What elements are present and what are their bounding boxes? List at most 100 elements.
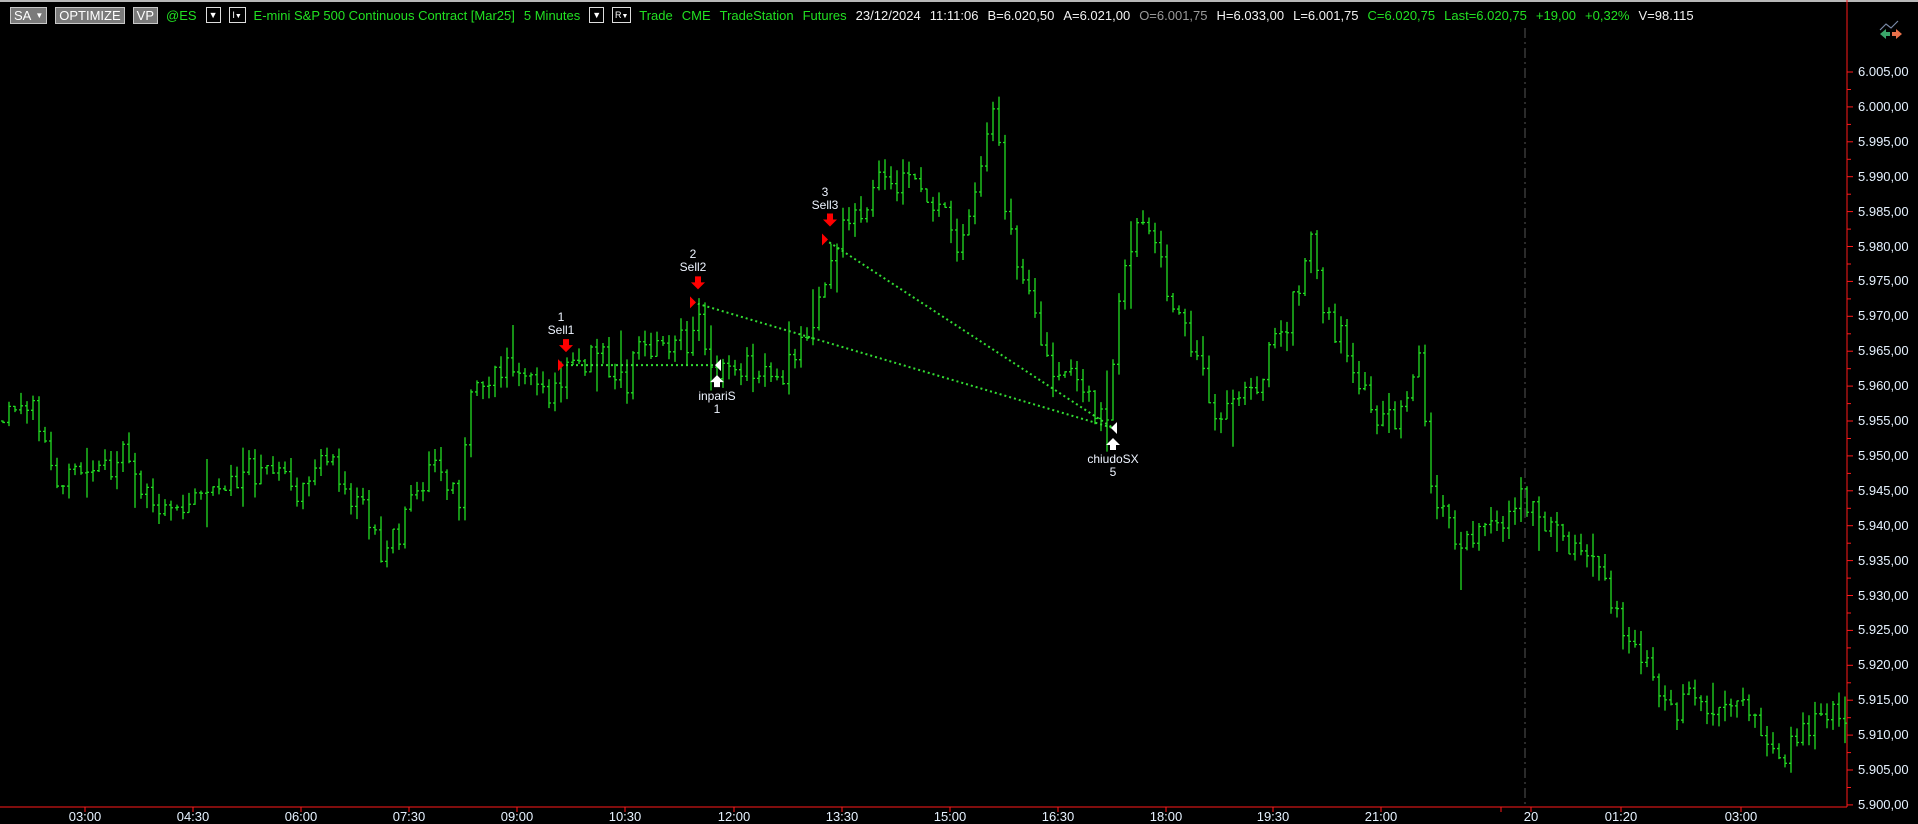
price-bar bbox=[943, 202, 947, 209]
price-bar bbox=[175, 504, 179, 511]
price-bar bbox=[1267, 341, 1271, 388]
price-bar bbox=[577, 348, 581, 365]
price-bar bbox=[109, 450, 113, 480]
price-bar bbox=[229, 464, 233, 496]
chevron-down-icon: ▼ bbox=[234, 13, 242, 20]
symbol-dropdown[interactable]: ▼ bbox=[205, 7, 221, 23]
x-tick-label: 09:00 bbox=[500, 809, 534, 824]
price-bar bbox=[823, 282, 827, 298]
price-bar bbox=[31, 395, 35, 421]
price-bar bbox=[1537, 496, 1541, 551]
price-bar bbox=[1003, 134, 1007, 220]
price-bar bbox=[655, 331, 659, 358]
price-bar bbox=[1165, 244, 1169, 302]
trade-label: 3 bbox=[821, 184, 829, 199]
price-bar bbox=[775, 368, 779, 381]
price-bar bbox=[985, 122, 989, 172]
vp-button[interactable]: VP bbox=[132, 6, 158, 24]
price-bar bbox=[511, 325, 515, 377]
price-bar bbox=[1477, 522, 1481, 551]
trade-label: chiudoSX bbox=[1087, 451, 1139, 466]
price-bar bbox=[181, 494, 185, 520]
price-bar bbox=[1543, 511, 1547, 532]
pct-change: +0,32% bbox=[1585, 7, 1630, 23]
sell-arrow-down-icon[interactable] bbox=[823, 213, 837, 227]
price-bar bbox=[1597, 555, 1601, 581]
bid: B=6.020,50 bbox=[987, 7, 1055, 23]
price-bar bbox=[649, 332, 653, 359]
x-tick-label: 03:00 bbox=[68, 809, 102, 824]
sell-arrow-down-icon[interactable] bbox=[559, 339, 573, 353]
price-bar bbox=[271, 456, 275, 474]
price-bar bbox=[841, 207, 845, 258]
price-bar bbox=[1567, 531, 1571, 555]
price-bar bbox=[1795, 728, 1799, 747]
price-bar bbox=[1057, 362, 1061, 381]
y-tick-label: 5.920,00 bbox=[1858, 657, 1909, 673]
trade-label: Sell3 bbox=[811, 197, 839, 212]
price-bar bbox=[1351, 342, 1355, 383]
price-bar bbox=[13, 405, 17, 413]
range-dropdown[interactable]: R▼ bbox=[612, 7, 632, 23]
price-bar bbox=[1663, 685, 1667, 711]
price-bar bbox=[1147, 217, 1151, 235]
price-bar bbox=[1345, 318, 1349, 363]
optimize-button[interactable]: OPTIMIZE bbox=[55, 6, 125, 24]
price-bar bbox=[1777, 743, 1781, 760]
price-bar bbox=[67, 463, 71, 499]
data-type: Trade bbox=[639, 7, 673, 23]
price-bar bbox=[1711, 682, 1715, 726]
price-bar bbox=[1225, 390, 1229, 420]
price-bar bbox=[835, 243, 839, 293]
price-bar bbox=[1591, 533, 1595, 577]
price-bar bbox=[157, 493, 161, 524]
price-bar bbox=[1525, 486, 1529, 517]
x-tick-label: 04:30 bbox=[176, 809, 210, 824]
trade-label: 5 bbox=[1109, 464, 1117, 479]
price-bar bbox=[85, 447, 89, 498]
interval-dropdown[interactable]: I▼ bbox=[228, 7, 246, 23]
price-bar bbox=[1735, 700, 1739, 718]
price-bar bbox=[1207, 355, 1211, 404]
price-bar bbox=[697, 298, 701, 341]
price-bar bbox=[1813, 701, 1817, 750]
price-bar bbox=[613, 363, 617, 390]
price-bar bbox=[361, 487, 365, 505]
y-tick-label: 6.000,00 bbox=[1858, 98, 1909, 114]
price-bar bbox=[973, 182, 977, 225]
price-bar bbox=[847, 207, 851, 231]
price-bars bbox=[1, 96, 1847, 773]
price-bar bbox=[1759, 707, 1763, 737]
price-bar bbox=[1129, 221, 1133, 309]
interval-menu-dropdown[interactable]: ▼ bbox=[589, 7, 605, 23]
price-bar bbox=[193, 488, 197, 505]
price-bar bbox=[1603, 553, 1607, 581]
price-bar bbox=[1555, 512, 1559, 552]
category: Futures bbox=[802, 7, 847, 23]
price-bar bbox=[1825, 703, 1829, 729]
sa-button[interactable]: SA ▼ bbox=[10, 6, 48, 24]
price-bar bbox=[385, 540, 389, 568]
symbol[interactable]: @ES bbox=[166, 7, 197, 23]
chart-navigation-icon[interactable] bbox=[1879, 20, 1902, 39]
price-bar bbox=[1, 420, 5, 424]
sell-arrow-down-icon[interactable] bbox=[691, 276, 705, 290]
price-bar bbox=[565, 357, 569, 400]
price-bar bbox=[1687, 681, 1691, 696]
x-tick-label: 19:30 bbox=[1256, 809, 1290, 824]
range-dropdown-label: R bbox=[615, 10, 622, 20]
price-bar bbox=[1387, 393, 1391, 434]
exit-arrow-up-icon[interactable] bbox=[710, 375, 724, 388]
exit-arrow-up-icon[interactable] bbox=[1106, 437, 1120, 450]
price-bar bbox=[1297, 285, 1301, 306]
price-bar bbox=[325, 447, 329, 466]
price-bar bbox=[1087, 385, 1091, 402]
price-bar bbox=[1819, 703, 1823, 717]
price-bar bbox=[1141, 210, 1145, 225]
price-bar bbox=[1237, 391, 1241, 406]
price-bar bbox=[679, 318, 683, 351]
price-bar bbox=[79, 462, 83, 475]
price-bar bbox=[1381, 400, 1385, 427]
volume: V=98.115 bbox=[1638, 7, 1694, 23]
